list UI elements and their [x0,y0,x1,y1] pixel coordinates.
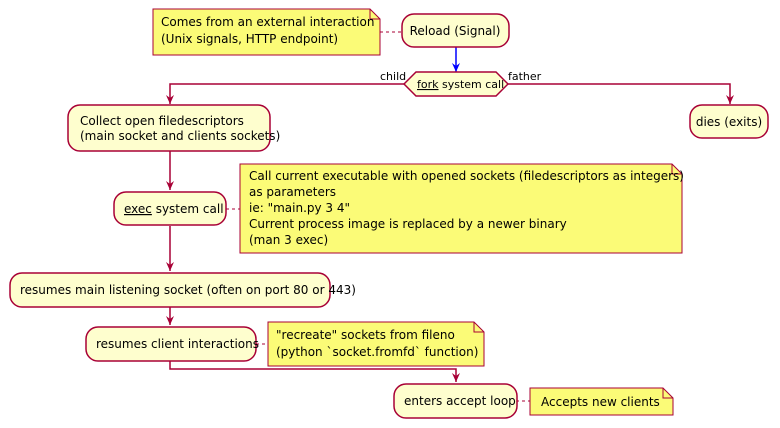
collect-line-2: (main socket and clients sockets) [80,129,280,143]
note-exec-line-5: (man 3 exec) [249,233,328,247]
note-recreate-line-2: (python `socket.fromfd` function) [276,345,478,359]
accept-loop-label: enters accept loop [404,394,516,408]
note-exec-line-3: ie: "main.py 3 4" [249,201,350,215]
exec-label: exec system call [124,202,224,216]
branch-label-child: child [380,70,406,83]
activity-resumes-main: resumes main listening socket (often on … [10,273,356,307]
activity-resumes-clients: resumes client interactions [86,327,259,361]
note-external-line-2: (Unix signals, HTTP endpoint) [161,32,338,46]
arrow-fork-to-dies [508,84,730,104]
resumes-main-label: resumes main listening socket (often on … [20,283,356,297]
note-exec-line-1: Call current executable with opened sock… [249,169,684,183]
note-external-line-1: Comes from an external interaction [161,15,374,29]
note-recreate: "recreate" sockets from fileno (python `… [268,322,484,366]
collect-line-1: Collect open filedescriptors [80,114,244,128]
dies-label: dies (exits) [696,115,762,129]
note-exec-line-2: as parameters [249,185,336,199]
note-external: Comes from an external interaction (Unix… [153,9,380,55]
arrow-fork-to-collect [170,84,404,104]
activity-reload: Reload (Signal) [402,14,509,47]
activity-collect: Collect open filedescriptors (main socke… [68,105,280,151]
activity-exec: exec system call [114,192,226,225]
fork-diamond: fork system call child father [380,70,542,96]
activity-dies: dies (exits) [690,105,768,138]
reload-label: Reload (Signal) [410,24,501,38]
note-accepts-label: Accepts new clients [541,395,660,409]
fork-label: fork system call [417,78,504,91]
note-recreate-line-1: "recreate" sockets from fileno [276,328,455,342]
note-accepts: Accepts new clients [530,388,673,415]
note-exec: Call current executable with opened sock… [240,164,684,253]
note-exec-line-4: Current process image is replaced by a n… [249,217,567,231]
branch-label-father: father [508,70,542,83]
resumes-clients-label: resumes client interactions [96,337,259,351]
activity-accept-loop: enters accept loop [394,384,517,418]
